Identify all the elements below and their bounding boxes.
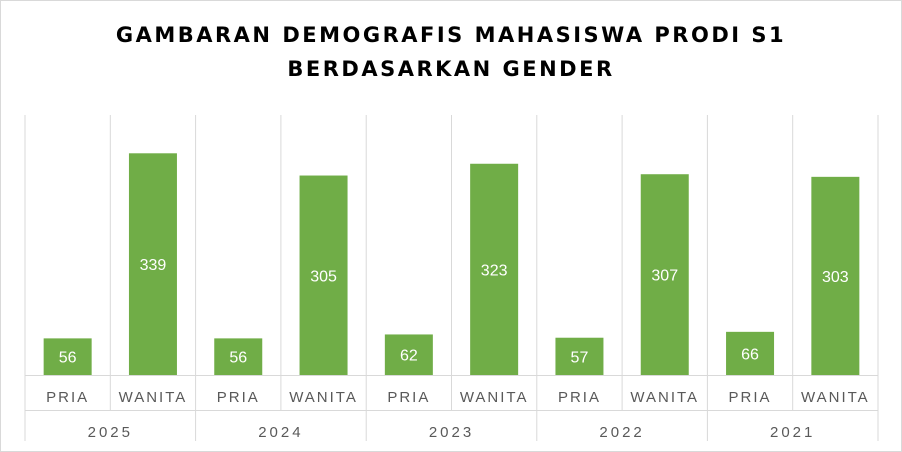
tick-label: PRIA: [729, 389, 772, 406]
bar-wanita-2022: [640, 174, 689, 375]
tick-label: WANITA: [119, 389, 188, 406]
bar-wanita-2021: [811, 176, 860, 375]
data-label: 307: [651, 268, 678, 285]
group-label: 2025: [88, 424, 133, 441]
data-label: 305: [310, 268, 337, 285]
group-label: 2024: [258, 424, 303, 441]
bar-wanita-2024: [299, 175, 348, 375]
tick-label: WANITA: [289, 389, 358, 406]
bar-pria-2024: [214, 338, 263, 375]
bar-wanita-2023: [470, 163, 519, 375]
data-label: 66: [741, 346, 759, 363]
data-label: 56: [59, 350, 77, 367]
data-label: 62: [400, 348, 418, 365]
group-label: 2021: [770, 424, 815, 441]
bar-pria-2023: [384, 334, 433, 375]
group-label: 2023: [429, 424, 474, 441]
bar-pria-2021: [726, 331, 775, 375]
chart-title-line-2: BERDASARKAN GENDER: [287, 57, 615, 81]
bar-wanita-2025: [128, 153, 177, 375]
tick-label: WANITA: [460, 389, 529, 406]
group-label: 2022: [599, 424, 644, 441]
tick-label: PRIA: [217, 389, 260, 406]
tick-label: PRIA: [558, 389, 601, 406]
tick-label: WANITA: [630, 389, 699, 406]
tick-label: PRIA: [387, 389, 430, 406]
data-label: 57: [571, 349, 589, 366]
data-label: 303: [822, 269, 849, 286]
chart-title-line-1: GAMBARAN DEMOGRAFIS MAHASISWA PRODI S1: [115, 23, 787, 47]
data-label: 56: [229, 350, 247, 367]
bar-pria-2025: [43, 338, 92, 375]
chart-title: GAMBARAN DEMOGRAFIS MAHASISWA PRODI S1 B…: [0, 18, 902, 86]
data-label: 339: [140, 257, 167, 274]
tick-label: WANITA: [801, 389, 870, 406]
bar-pria-2022: [555, 337, 604, 375]
tick-label: PRIA: [46, 389, 89, 406]
data-label: 323: [481, 262, 508, 279]
